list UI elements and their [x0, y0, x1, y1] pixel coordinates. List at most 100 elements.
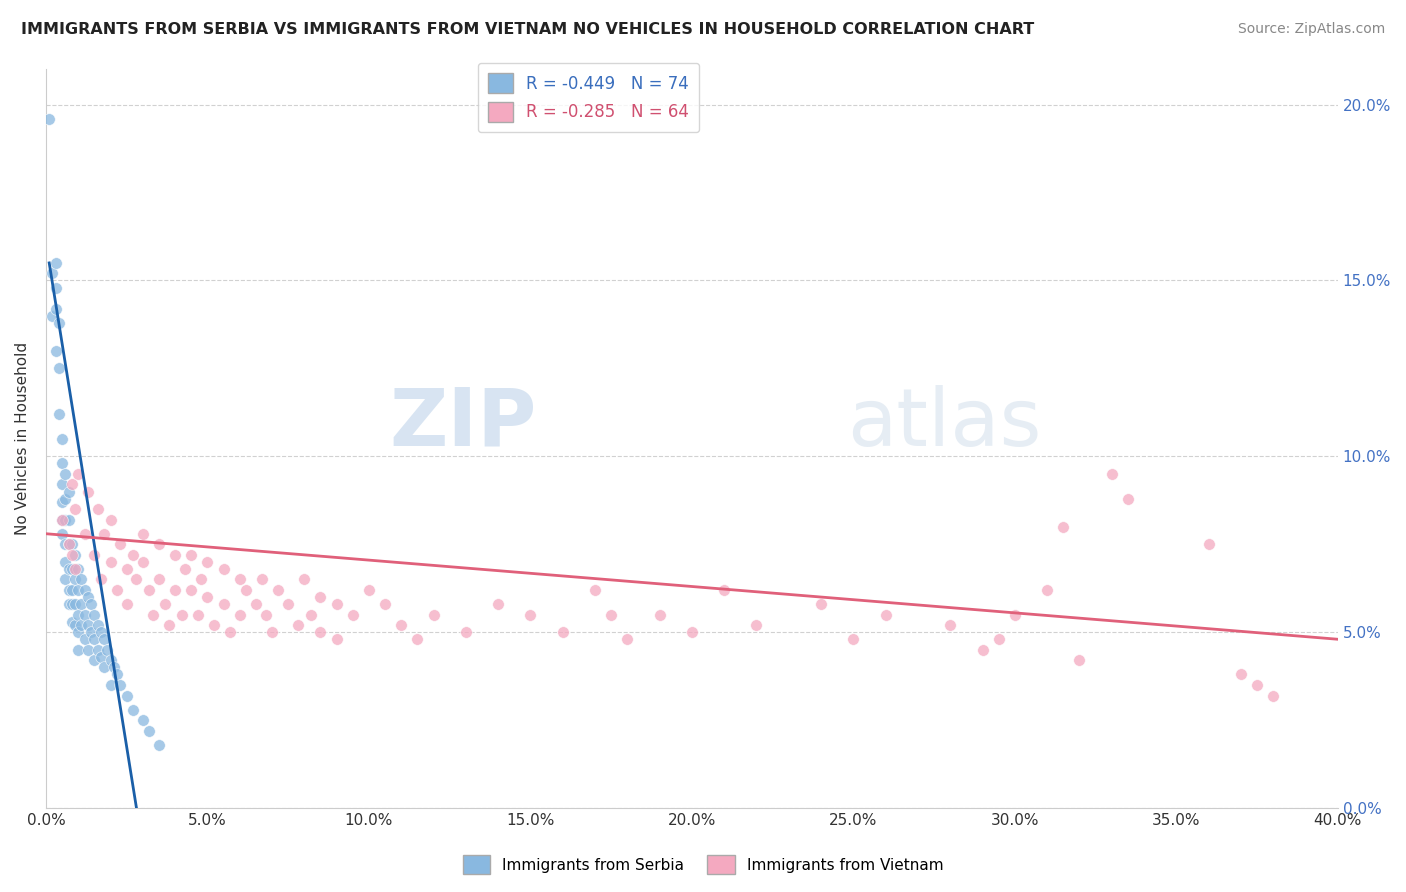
Point — [1230, 667, 1253, 681]
Point — [125, 573, 148, 587]
Point — [86, 502, 108, 516]
Point — [60, 582, 83, 597]
Point — [454, 625, 477, 640]
Point — [67, 562, 90, 576]
Point — [325, 632, 347, 647]
Point — [148, 537, 170, 551]
Point — [229, 607, 252, 622]
Point — [53, 513, 76, 527]
Point — [41, 267, 63, 281]
Legend: R = -0.449   N = 74, R = -0.285   N = 64: R = -0.449 N = 74, R = -0.285 N = 64 — [478, 63, 699, 132]
Point — [267, 582, 290, 597]
Point — [138, 582, 160, 597]
Point — [972, 642, 994, 657]
Point — [325, 597, 347, 611]
Point — [600, 607, 623, 622]
Point — [51, 432, 73, 446]
Point — [342, 607, 364, 622]
Point — [73, 632, 96, 647]
Point — [63, 548, 86, 562]
Point — [1116, 491, 1139, 506]
Point — [842, 632, 865, 647]
Point — [51, 477, 73, 491]
Point — [48, 361, 70, 376]
Point — [110, 537, 132, 551]
Point — [48, 407, 70, 421]
Point — [277, 597, 299, 611]
Point — [60, 537, 83, 551]
Point — [90, 649, 112, 664]
Point — [83, 548, 105, 562]
Point — [90, 573, 112, 587]
Point — [60, 615, 83, 629]
Point — [51, 513, 73, 527]
Point — [187, 607, 209, 622]
Point — [219, 625, 242, 640]
Point — [180, 582, 202, 597]
Point — [180, 548, 202, 562]
Point — [287, 618, 309, 632]
Point — [616, 632, 638, 647]
Point — [58, 537, 80, 551]
Point — [83, 632, 105, 647]
Point — [235, 582, 257, 597]
Point — [100, 678, 122, 692]
Point — [197, 590, 219, 604]
Point — [73, 582, 96, 597]
Legend: Immigrants from Serbia, Immigrants from Vietnam: Immigrants from Serbia, Immigrants from … — [457, 849, 949, 880]
Text: Source: ZipAtlas.com: Source: ZipAtlas.com — [1237, 22, 1385, 37]
Point — [713, 582, 735, 597]
Point — [70, 573, 93, 587]
Point — [1198, 537, 1220, 551]
Point — [190, 573, 212, 587]
Point — [96, 642, 118, 657]
Point — [745, 618, 768, 632]
Point — [53, 555, 76, 569]
Point — [45, 256, 67, 270]
Point — [60, 548, 83, 562]
Point — [67, 642, 90, 657]
Point — [132, 555, 155, 569]
Point — [86, 618, 108, 632]
Point — [212, 562, 235, 576]
Point — [86, 642, 108, 657]
Point — [229, 573, 252, 587]
Point — [1263, 689, 1285, 703]
Point — [45, 301, 67, 316]
Point — [519, 607, 541, 622]
Point — [100, 653, 122, 667]
Point — [53, 537, 76, 551]
Point — [260, 625, 283, 640]
Point — [1004, 607, 1026, 622]
Point — [73, 607, 96, 622]
Point — [58, 513, 80, 527]
Point — [1052, 519, 1074, 533]
Point — [63, 597, 86, 611]
Y-axis label: No Vehicles in Household: No Vehicles in Household — [15, 343, 30, 535]
Point — [51, 526, 73, 541]
Point — [583, 582, 606, 597]
Point — [122, 703, 145, 717]
Point — [53, 467, 76, 481]
Point — [93, 632, 115, 647]
Point — [309, 625, 332, 640]
Point — [110, 678, 132, 692]
Point — [67, 607, 90, 622]
Point — [100, 513, 122, 527]
Point — [100, 555, 122, 569]
Point — [1101, 467, 1123, 481]
Point — [292, 573, 315, 587]
Point — [93, 526, 115, 541]
Point — [212, 597, 235, 611]
Point — [90, 625, 112, 640]
Point — [309, 590, 332, 604]
Point — [67, 467, 90, 481]
Point — [93, 660, 115, 674]
Point — [299, 607, 322, 622]
Point — [63, 573, 86, 587]
Point — [422, 607, 444, 622]
Point — [58, 484, 80, 499]
Point — [60, 597, 83, 611]
Point — [197, 555, 219, 569]
Point — [51, 513, 73, 527]
